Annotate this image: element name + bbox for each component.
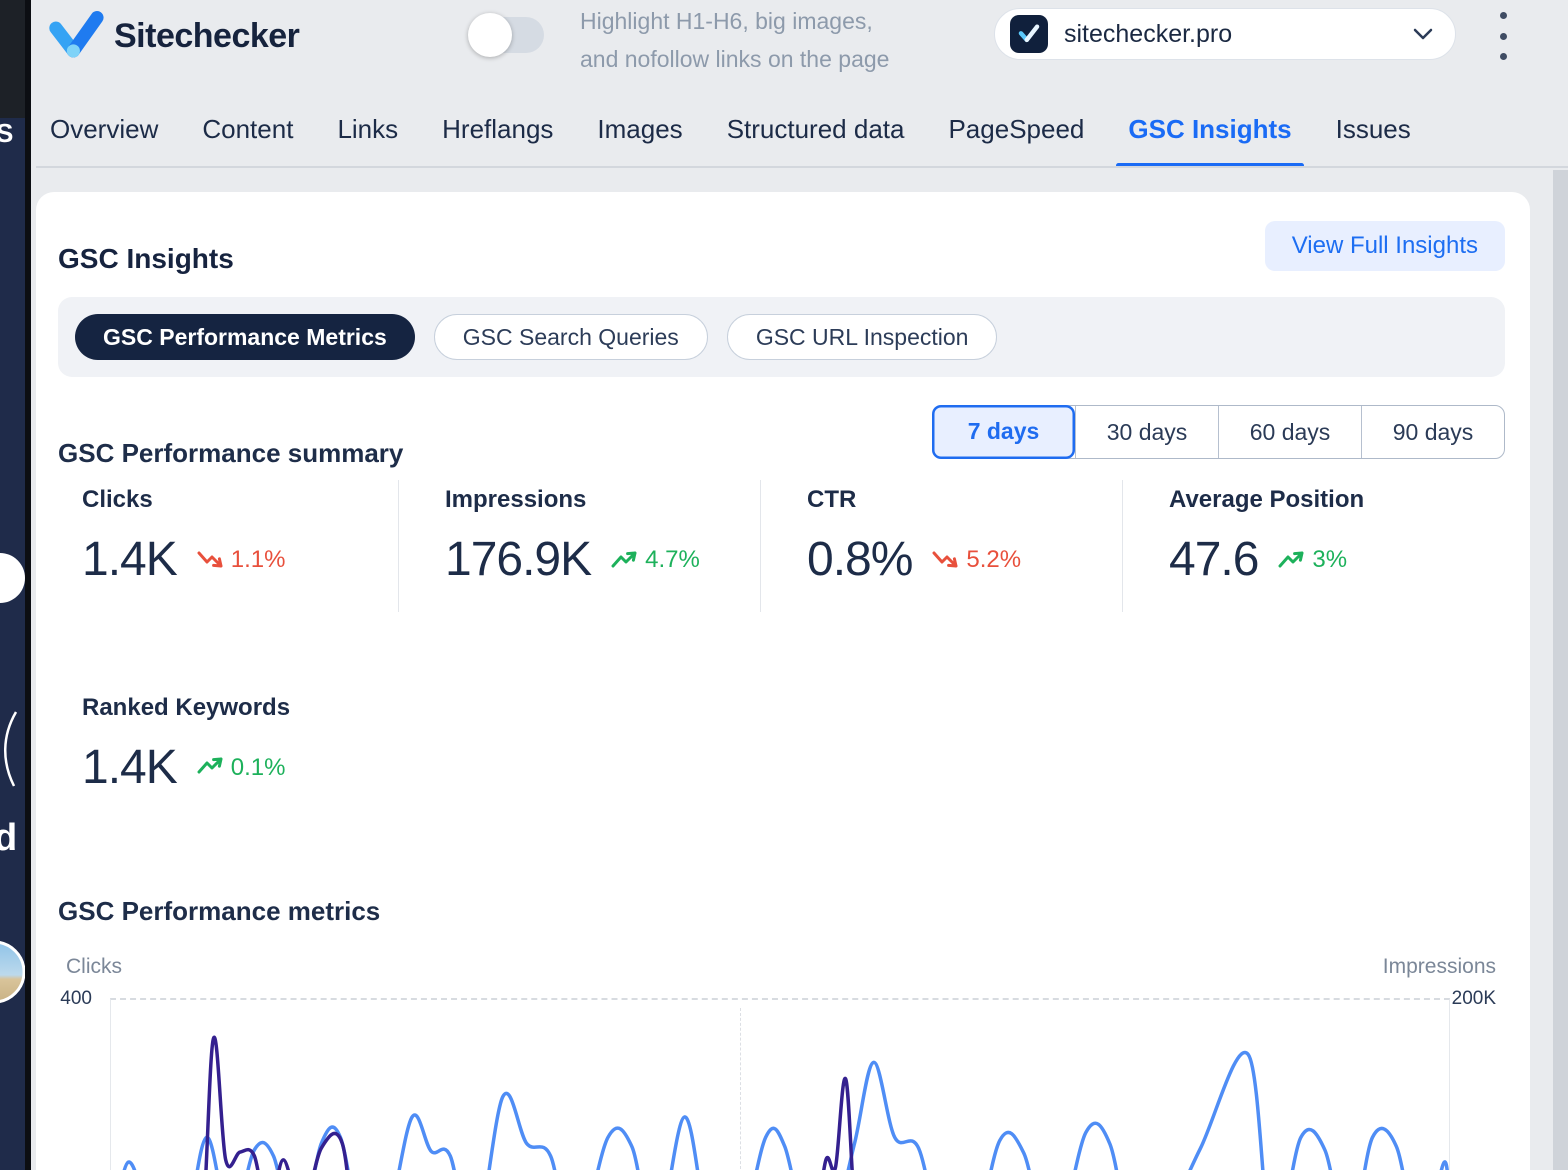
metric-trend: 1.1% (197, 545, 286, 574)
highlight-toggle[interactable] (468, 13, 544, 57)
toggle-description: Highlight H1-H6, big images, and nofollo… (580, 2, 889, 78)
range-60-days[interactable]: 60 days (1218, 406, 1361, 458)
domain-name: sitechecker.pro (1064, 19, 1233, 48)
tabs-divider (36, 166, 1568, 168)
tab-issues[interactable]: Issues (1335, 113, 1411, 144)
metric-label: CTR (807, 486, 857, 513)
page-fragment-letter: S (0, 118, 13, 148)
metric-value: 47.6 (1169, 533, 1259, 586)
pill-gsc-performance-metrics[interactable]: GSC Performance Metrics (75, 314, 415, 360)
sitechecker-popup: Sitechecker Highlight H1-H6, big images,… (31, 0, 1568, 1170)
tab-links[interactable]: Links (337, 113, 399, 144)
left-axis-tick: 400 (60, 988, 92, 1009)
chart-lines (122, 1035, 1449, 1170)
tab-images[interactable]: Images (597, 113, 683, 144)
ranked-keywords-label: Ranked Keywords (82, 694, 291, 721)
metric-ctr: CTR 0.8% 5.2% (760, 480, 1122, 612)
chevron-down-icon[interactable] (1413, 28, 1433, 40)
brand-logo-text: Sitechecker (114, 16, 300, 55)
trend-percent: 1.1% (230, 545, 286, 573)
domain-favicon (1010, 15, 1048, 53)
chart-heading: GSC Performance metrics (58, 895, 381, 926)
nav-tabs: Overview Content Links Hreflangs Images Struc… (31, 90, 1568, 168)
brand-logo: Sitechecker (48, 10, 300, 62)
tab-hreflangs[interactable]: Hreflangs (442, 113, 554, 144)
range-90-days[interactable]: 90 days (1361, 406, 1504, 458)
trend-arrow-icon (197, 754, 224, 782)
series-clicks-line (204, 1035, 854, 1170)
right-axis-title: Impressions (1382, 955, 1496, 978)
page-fragment-pill (0, 553, 25, 603)
gsc-section-pills: GSC Performance Metrics GSC Search Querie… (58, 297, 1505, 377)
trend-percent: 4.7% (645, 545, 700, 573)
report-tabs: Overview Content Links Hreflangs Images Struc… (31, 90, 1568, 168)
popup-edge-shadow (25, 0, 31, 1170)
dimmed-page-strip: S d (0, 0, 25, 1170)
range-30-days[interactable]: 30 days (1075, 406, 1218, 458)
kebab-menu-icon[interactable] (1493, 12, 1513, 60)
metric-value: 0.8% (807, 533, 913, 586)
dimmed-page-header (0, 0, 25, 118)
period-divider-line (740, 1008, 741, 1170)
metric-trend: 5.2% (932, 546, 1021, 574)
metric-trend: 3% (1278, 546, 1347, 574)
ranked-keywords-block: Ranked Keywords 1.4K 0.1% (82, 688, 290, 795)
tab-structured-data[interactable]: Structured data (726, 113, 905, 144)
metric-trend: 4.7% (611, 546, 700, 574)
tab-content[interactable]: Content (202, 113, 294, 144)
trend-up-arrow-icon (1278, 551, 1304, 568)
performance-chart (110, 998, 1450, 1170)
left-axis-title: Clicks (66, 955, 122, 978)
metric-label: Average Position (1169, 486, 1365, 513)
trend-percent: 5.2% (966, 545, 1022, 573)
metric-value: 1.4K (82, 533, 178, 586)
tab-pagespeed[interactable]: PageSpeed (948, 113, 1085, 144)
page-title: GSC Insights (58, 242, 234, 274)
trend-percent: 3% (1312, 545, 1348, 573)
gsc-insights-card: GSC Insights View Full Insights GSC Perf… (36, 192, 1530, 1170)
summary-heading: GSC Performance summary (58, 437, 404, 468)
page-fragment-photo (0, 941, 25, 1003)
range-7-days[interactable]: 7 days (932, 404, 1075, 459)
toggle-description-line1: Highlight H1-H6, big images, (580, 8, 873, 34)
trend-up-arrow-icon (197, 757, 223, 773)
series-impressions-line (122, 1050, 1449, 1170)
sitechecker-logo-icon (49, 11, 104, 58)
summary-metrics-row: Clicks 1.4K 1.1% Impressions 176.9K 4.7% CTR 0.… (36, 480, 1484, 612)
pill-gsc-search-queries[interactable]: GSC Search Queries (433, 314, 708, 360)
tab-gsc-insights[interactable]: GSC Insights (1116, 90, 1304, 168)
page-fragment-curve (4, 711, 18, 787)
metric-label: Clicks (82, 486, 153, 513)
view-full-insights-button[interactable]: View Full Insights (1264, 221, 1505, 271)
trend-percent: 0.1% (230, 753, 286, 781)
tab-overview[interactable]: Overview (50, 113, 159, 144)
metric-average-position: Average Position 47.6 3% (1122, 480, 1484, 612)
metric-impressions: Impressions 176.9K 4.7% (398, 480, 760, 612)
trend-down-arrow-icon (197, 551, 223, 568)
date-range-selector: 7 days 30 days 60 days 90 days (932, 404, 1505, 459)
page-fragment-letter-2: d (0, 817, 17, 859)
toggle-knob[interactable] (468, 13, 512, 57)
trend-down-arrow-icon (932, 551, 958, 568)
scrollbar-track[interactable] (1553, 170, 1568, 1170)
metric-clicks: Clicks 1.4K 1.1% (36, 480, 398, 612)
ranked-keywords-value: 1.4K (82, 741, 178, 794)
metric-label: Impressions (445, 486, 587, 513)
ranked-keywords-trend: 0.1% (197, 753, 286, 782)
metric-value: 176.9K (445, 533, 592, 586)
toggle-description-line2: and nofollow links on the page (580, 46, 890, 72)
pill-gsc-url-inspection[interactable]: GSC URL Inspection (726, 314, 998, 360)
right-axis-tick: 200K (1451, 988, 1496, 1009)
domain-selector[interactable]: sitechecker.pro (994, 8, 1456, 60)
trend-up-arrow-icon (611, 551, 637, 568)
dimmed-page-fragments: S d (0, 118, 25, 1003)
